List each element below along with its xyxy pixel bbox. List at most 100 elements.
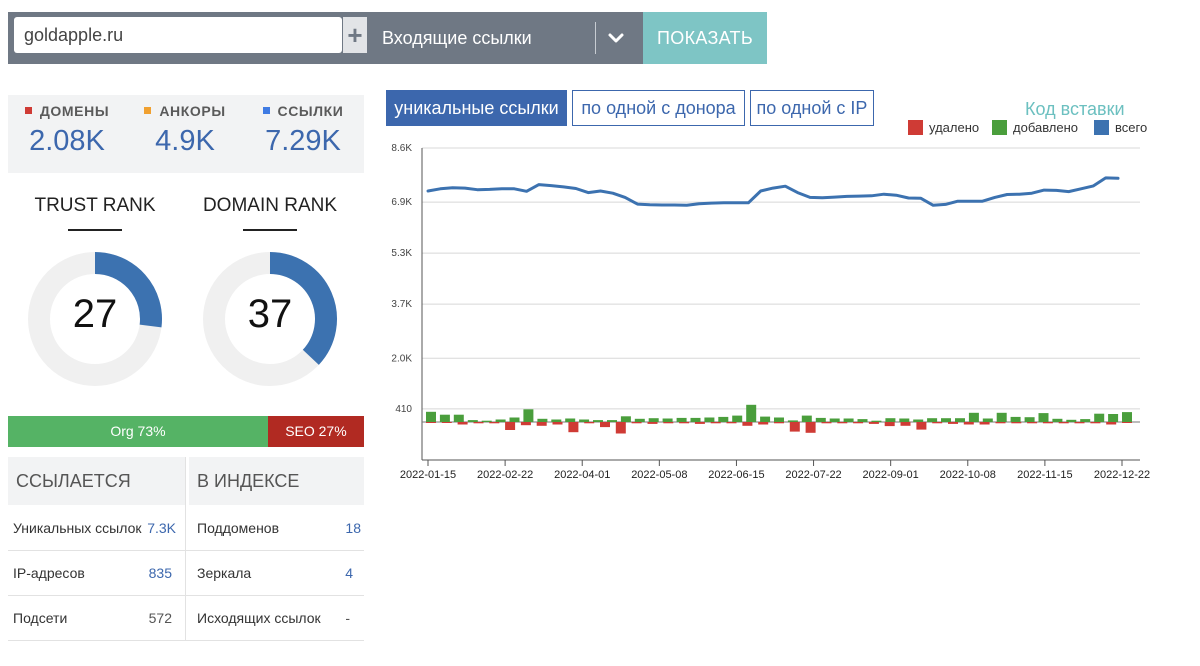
divider — [243, 229, 297, 231]
bar-added — [746, 404, 757, 422]
bar-added — [690, 417, 701, 422]
bar-removed — [694, 422, 705, 424]
bar-added — [732, 415, 743, 422]
y-tick-label: 2.0K — [391, 353, 412, 364]
chevron-down-icon — [608, 33, 624, 43]
bar-removed — [615, 422, 626, 434]
y-tick-label: 8.6K — [391, 143, 412, 154]
trust-rank-donut — [28, 252, 162, 386]
stat-domains: ДОМЕНЫ 2.08K — [8, 95, 126, 158]
row-value-link[interactable]: 7.3K — [147, 520, 176, 536]
bar-removed — [774, 422, 784, 424]
report-type-select[interactable]: Входящие ссылки — [370, 12, 642, 64]
trust-rank-title: TRUST RANK — [34, 195, 156, 216]
table-row: Поддоменов 18 — [192, 506, 361, 550]
stat-value: 7.29K — [265, 125, 341, 157]
tab-one-per-donor[interactable]: по одной с донора — [572, 90, 745, 126]
row-value-link[interactable]: 4 — [345, 565, 353, 581]
tab-unique-links[interactable]: уникальные ссылки — [386, 90, 567, 126]
square-icon — [262, 107, 270, 114]
tab-one-per-ip[interactable]: по одной с IP — [750, 90, 874, 126]
legend-swatch — [1094, 120, 1109, 135]
bar-removed — [805, 422, 816, 433]
bar-added — [579, 419, 590, 422]
bar-added — [704, 417, 715, 422]
bar-added — [913, 419, 924, 422]
bar-added — [815, 417, 826, 422]
legend-item-total: всего — [1094, 120, 1147, 135]
legend-swatch — [908, 120, 923, 135]
legend-swatch — [992, 120, 1007, 135]
bar-removed — [679, 422, 690, 424]
table-row: IP-адресов 835 — [8, 551, 172, 595]
bar-added — [968, 412, 979, 422]
embed-code-link[interactable]: Код вставки — [1025, 99, 1125, 119]
domain-rank-title: DOMAIN RANK — [202, 195, 338, 216]
bar-added — [829, 418, 840, 422]
bar-added — [676, 417, 687, 422]
links-table-header: ССЫЛАЕТСЯ — [8, 457, 185, 505]
row-label: Исходящих ссылок — [197, 610, 321, 626]
domain-rank-value: 37 — [247, 292, 293, 336]
bar-added — [899, 418, 910, 422]
org-segment: Org 73% — [8, 416, 268, 447]
report-type-value: Входящие ссылки — [382, 28, 532, 48]
legend-label: всего — [1115, 120, 1148, 135]
bar-added — [1038, 413, 1049, 422]
bar-removed — [1106, 422, 1117, 425]
bar-removed — [1122, 422, 1132, 423]
domain-rank-donut — [203, 252, 337, 386]
bar-added — [871, 420, 882, 422]
total-series-line — [426, 176, 1120, 207]
bar-removed — [995, 422, 1006, 424]
bar-removed — [1074, 422, 1085, 424]
bar-added — [857, 419, 868, 422]
x-tick-label: 2022-09-01 — [863, 469, 919, 481]
divider — [8, 595, 364, 596]
bar-added — [537, 418, 548, 422]
show-button[interactable]: ПОКАЗАТЬ — [643, 12, 767, 64]
legend-item-removed: удалено — [908, 120, 979, 135]
add-domain-button[interactable]: + — [343, 17, 367, 53]
domain-input[interactable] — [14, 17, 342, 53]
bar-removed — [489, 422, 500, 424]
bar-added — [843, 418, 854, 422]
bar-added — [982, 418, 993, 422]
bar-removed — [837, 422, 848, 424]
legend-label: удалено — [929, 120, 980, 135]
legend-item-added: добавлено — [992, 120, 1078, 135]
bar-added — [551, 419, 562, 422]
x-tick-label: 2022-05-08 — [631, 469, 687, 481]
x-tick-label: 2022-06-15 — [708, 469, 764, 481]
bar-removed — [742, 422, 753, 426]
x-tick-label: 2022-04-01 — [554, 469, 610, 481]
bar-added — [996, 412, 1007, 422]
table-row: Подсети 572 — [8, 596, 172, 640]
bar-added — [593, 420, 603, 422]
row-value-link[interactable]: 18 — [345, 520, 361, 536]
bar-removed — [441, 422, 452, 423]
bar-added — [607, 420, 617, 422]
bar-removed — [853, 422, 864, 424]
row-value-link[interactable]: 835 — [148, 565, 172, 581]
bar-removed — [552, 422, 563, 425]
bar-added — [426, 411, 436, 422]
row-value: - — [345, 610, 350, 626]
bar-removed — [884, 422, 895, 427]
bar-added — [481, 420, 492, 422]
bar-removed — [505, 422, 516, 430]
y-tick-label: 6.9K — [391, 197, 412, 208]
donut-value-arc — [94, 252, 162, 328]
bar-removed — [963, 422, 974, 425]
stat-links: ССЫЛКИ 7.29K — [244, 95, 362, 158]
bar-added — [1080, 419, 1091, 422]
x-tick-label: 2022-12-22 — [1094, 469, 1150, 481]
bar-removed — [948, 422, 958, 424]
stat-anchors: АНКОРЫ 4.9K — [126, 95, 244, 158]
bar-added — [1052, 418, 1063, 422]
bar-added — [509, 417, 520, 422]
row-label: Подсети — [13, 610, 68, 626]
bar-removed — [536, 422, 547, 426]
row-value: 572 — [148, 610, 172, 626]
bar-added — [1024, 417, 1035, 422]
